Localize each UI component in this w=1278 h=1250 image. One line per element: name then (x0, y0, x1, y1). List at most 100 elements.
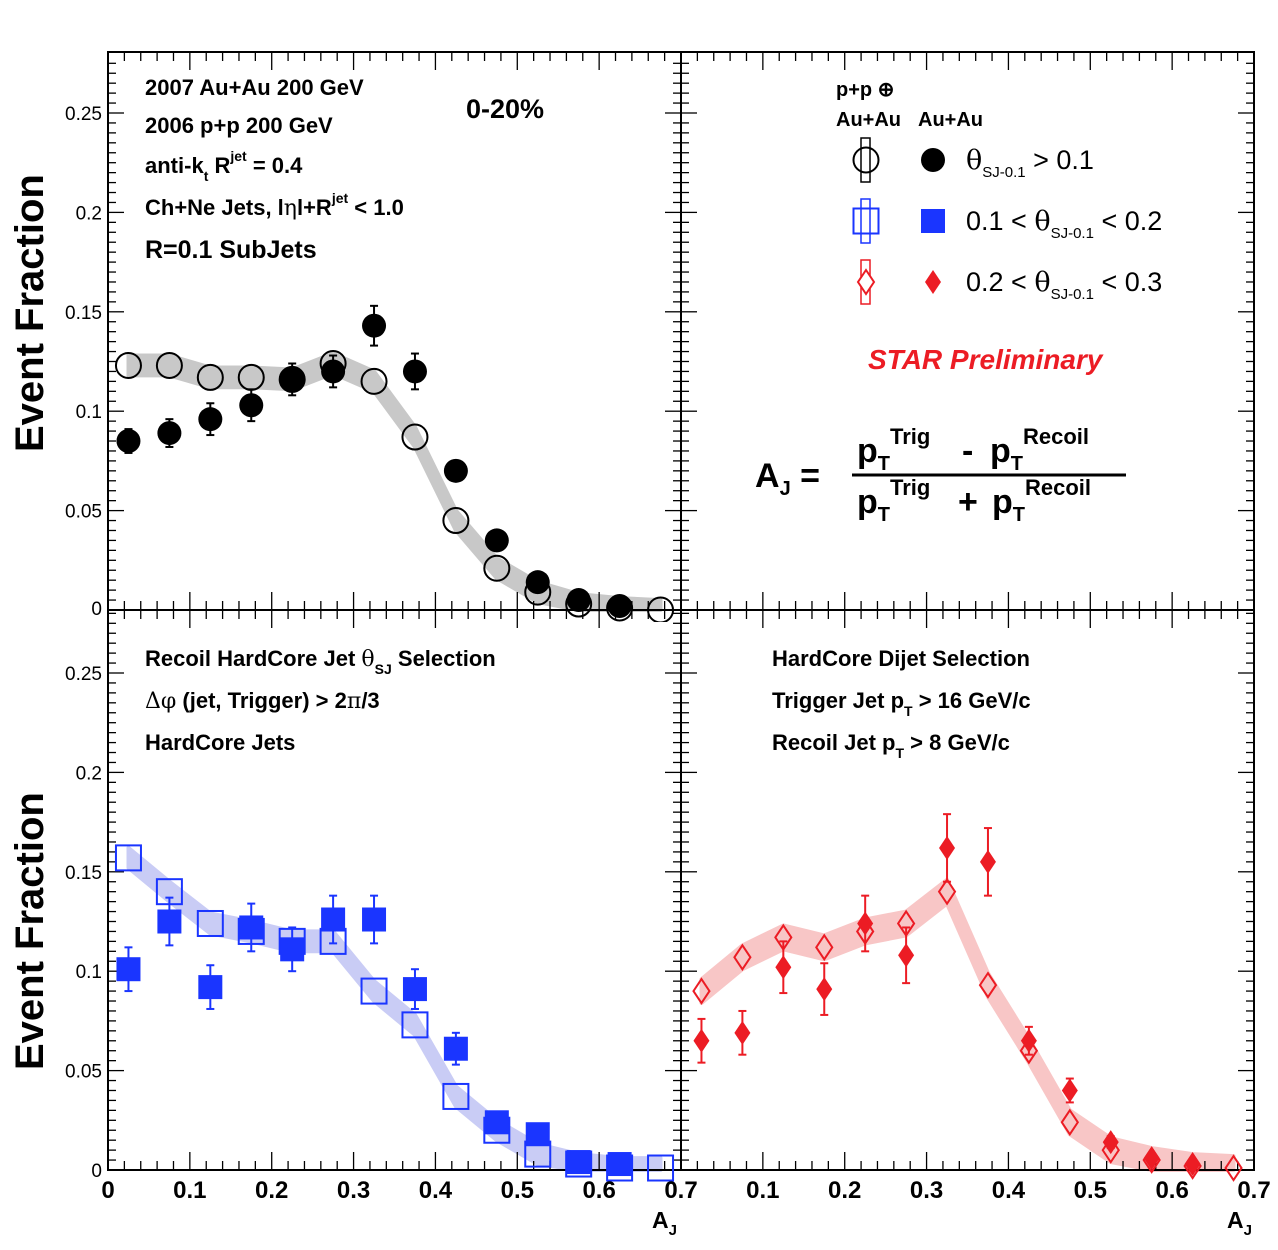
marker (647, 596, 675, 622)
bottom_left-open-square-point (401, 1011, 429, 1039)
bottom-right-x-tick-label: 0.2 (828, 1177, 861, 1204)
marker (401, 423, 429, 451)
bottom-y-tick-label: 0 (91, 1161, 102, 1182)
marker (155, 351, 183, 379)
bottom-left-x-tick-label: 0.3 (337, 1177, 370, 1204)
top_left-systematic-band (126, 351, 663, 612)
bottom_right-filled-diamond-point (898, 943, 915, 968)
bottom_right-open-diamond-point (733, 943, 752, 972)
marker (196, 909, 224, 937)
marker (775, 955, 792, 980)
formula-numerator-recoil: pTRecoil (990, 424, 1089, 475)
bottom-y-tick-label: 0.25 (65, 664, 102, 685)
bottom_right-filled-diamond-point (693, 1028, 710, 1053)
marker (362, 313, 387, 338)
bottom-left-x-tick-label: 0.1 (173, 1177, 206, 1204)
marker (443, 458, 468, 483)
top_left-filled-circle-point (157, 421, 182, 446)
formula-minus: - (962, 432, 973, 470)
top-left-annotation-line: R=0.1 SubJets (145, 236, 317, 264)
marker (484, 528, 509, 553)
formula-denominator-recoil: pTRecoil (992, 475, 1091, 526)
bottom_left-open-square-point (196, 909, 224, 937)
legend-filled-marker (921, 148, 945, 172)
bottom-left-annotation-line: HardCore Jets (145, 730, 295, 755)
legend-band-swatch (860, 137, 871, 183)
marker (525, 1122, 550, 1147)
marker (1184, 1152, 1201, 1177)
bottom-left-annotation-line: Recoil HardCore Jet θSJ Selection (145, 646, 496, 677)
bottom-y-tick-label: 0.15 (65, 863, 102, 884)
top-y-tick-label-0-clipped: 0 (91, 599, 102, 620)
top_left-filled-circle-point (484, 528, 509, 553)
bottom_right-open-diamond-point (978, 971, 998, 999)
bottom_right-filled-diamond-point (734, 1020, 751, 1045)
marker (525, 570, 550, 595)
legend-entry-blue (852, 198, 945, 244)
legend-entry-black (852, 137, 945, 183)
top_left-open-circle-point (647, 596, 675, 622)
top-left-annotation-line: 2006 p+p 200 GeV (145, 113, 333, 138)
marker (280, 937, 305, 962)
legend-header-col1: Au+Au (836, 109, 901, 131)
centrality-label: 0-20% (466, 94, 544, 124)
top_left-open-circle-point (360, 367, 388, 395)
bottom-right-x-tick-label: 0.7 (1237, 1177, 1270, 1204)
bottom_left-filled-square-point (321, 907, 346, 932)
marker (1060, 1108, 1080, 1137)
bottom_left-filled-square-point (198, 975, 223, 1000)
bottom_right-open-diamond-point (937, 877, 957, 906)
marker (693, 1028, 710, 1053)
marker (939, 835, 956, 860)
bottom_right-filled-diamond-point (1143, 1146, 1160, 1171)
bottom_right-open-diamond-point (1224, 1154, 1243, 1182)
marker (116, 957, 141, 982)
bottom_left-filled-square-point (566, 1150, 591, 1175)
marker (607, 594, 632, 619)
bottom_right-filled-diamond-point (979, 849, 996, 874)
bottom-y-tick-label: 0.2 (76, 763, 102, 784)
marker (898, 943, 915, 968)
formula-denominator-trig: pTTrig (857, 475, 930, 526)
top-y-tick-label: 0.2 (76, 203, 102, 224)
bottom_right-open-diamond-point (1060, 1108, 1080, 1137)
marker (483, 554, 511, 582)
marker (816, 977, 833, 1002)
legend-header-col2: Au+Au (918, 109, 983, 131)
bottom_left-open-square-point (360, 977, 388, 1005)
bottom_left-filled-square-point (157, 909, 182, 934)
bottom-left-x-tick-label: 0.5 (501, 1177, 534, 1204)
bottom_left-open-square-point (114, 844, 142, 872)
marker (239, 393, 264, 418)
bottom_right-open-diamond-point (815, 933, 834, 962)
marker (360, 977, 388, 1005)
bottom_left-filled-square-point (239, 915, 264, 940)
bottom_right-filled-diamond-point (1184, 1152, 1201, 1177)
marker (239, 915, 264, 940)
bottom_left-filled-square-point (116, 957, 141, 982)
formula-numerator-trig: pTTrig (857, 424, 930, 475)
bottom-right-x-tick-label: 0.6 (1155, 1177, 1188, 1204)
marker (734, 1020, 751, 1045)
legend-entry-red (856, 259, 941, 305)
marker (979, 849, 996, 874)
legend-filled-marker (921, 209, 945, 233)
bottom-left-x-tick-label: 0.4 (419, 1177, 453, 1204)
bottom_left-filled-square-point (280, 937, 305, 962)
formula-plus: + (958, 483, 978, 521)
bottom_right-open-diamond-point (1019, 1036, 1039, 1065)
legend-label: θSJ-0.1 > 0.1 (966, 145, 1094, 181)
bottom_left-filled-square-point (525, 1122, 550, 1147)
top-y-tick-label: 0.1 (76, 402, 102, 423)
top_left-open-circle-point (442, 507, 470, 535)
top_left-open-circle-point (483, 554, 511, 582)
bottom-left-x-tick-label: 0.2 (255, 1177, 288, 1204)
bottom_left-filled-square-point (362, 907, 387, 932)
y-axis-label-top: Event Fraction (8, 174, 52, 452)
bottom-right-x-tick-label: 0.5 (1074, 1177, 1107, 1204)
top_left-filled-circle-point (239, 393, 264, 418)
top_left-filled-circle-point (321, 359, 346, 384)
formula-lhs: AJ = (755, 457, 820, 500)
bottom-y-tick-label: 0.05 (65, 1062, 102, 1083)
x-axis-label-right: AJ (1227, 1207, 1252, 1239)
